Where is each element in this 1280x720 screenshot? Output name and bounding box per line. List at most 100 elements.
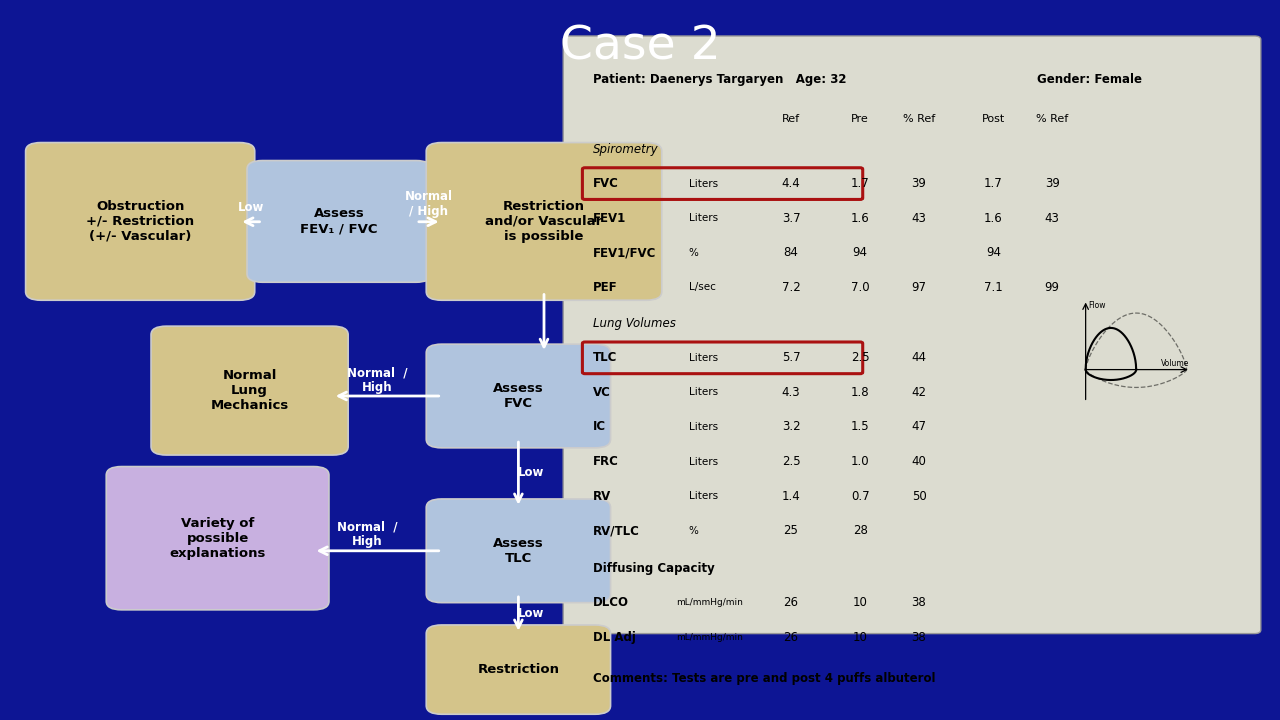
Text: 4.4: 4.4: [782, 177, 800, 190]
Text: Patient: Daenerys Targaryen   Age: 32: Patient: Daenerys Targaryen Age: 32: [593, 73, 846, 86]
Text: 39: 39: [911, 177, 927, 190]
Text: Restriction
and/or Vascular
is possible: Restriction and/or Vascular is possible: [485, 200, 603, 243]
Text: 38: 38: [911, 596, 927, 609]
Text: Liters: Liters: [689, 456, 718, 467]
Text: 47: 47: [911, 420, 927, 433]
Text: 94: 94: [986, 246, 1001, 259]
Text: 25: 25: [783, 524, 799, 537]
Text: 2.5: 2.5: [851, 351, 869, 364]
Text: Flow: Flow: [1089, 301, 1106, 310]
Text: IC: IC: [593, 420, 605, 433]
Text: DLCO: DLCO: [593, 596, 628, 609]
Text: 26: 26: [783, 631, 799, 644]
Text: 97: 97: [911, 281, 927, 294]
Text: Low: Low: [518, 607, 544, 620]
Text: Pre: Pre: [851, 114, 869, 124]
Text: 0.7: 0.7: [851, 490, 869, 503]
Text: Assess
FVC: Assess FVC: [493, 382, 544, 410]
Text: FEV1/FVC: FEV1/FVC: [593, 246, 657, 259]
FancyBboxPatch shape: [247, 161, 431, 282]
Text: 26: 26: [783, 596, 799, 609]
Text: Liters: Liters: [689, 422, 718, 432]
Text: 1.5: 1.5: [851, 420, 869, 433]
Text: 7.0: 7.0: [851, 281, 869, 294]
Text: 94: 94: [852, 246, 868, 259]
Text: 1.6: 1.6: [851, 212, 869, 225]
Text: 2.5: 2.5: [782, 455, 800, 468]
Text: RV: RV: [593, 490, 611, 503]
FancyBboxPatch shape: [426, 143, 662, 300]
FancyBboxPatch shape: [426, 344, 611, 448]
Text: Comments: Tests are pre and post 4 puffs albuterol: Comments: Tests are pre and post 4 puffs…: [593, 672, 936, 685]
Text: Variety of
possible
explanations: Variety of possible explanations: [169, 517, 266, 559]
Text: Case 2: Case 2: [559, 24, 721, 69]
Text: 3.7: 3.7: [782, 212, 800, 225]
Text: 40: 40: [911, 455, 927, 468]
Text: 1.0: 1.0: [851, 455, 869, 468]
Text: Diffusing Capacity: Diffusing Capacity: [593, 562, 714, 575]
Text: 1.7: 1.7: [984, 177, 1002, 190]
FancyBboxPatch shape: [151, 326, 348, 455]
Text: Normal  /
High: Normal / High: [337, 521, 398, 548]
Text: % Ref: % Ref: [902, 114, 936, 124]
Text: mL/mmHg/min: mL/mmHg/min: [676, 598, 742, 607]
Text: 99: 99: [1044, 281, 1060, 294]
Text: %: %: [689, 248, 699, 258]
Text: Liters: Liters: [689, 387, 718, 397]
Text: Gender: Female: Gender: Female: [1037, 73, 1142, 86]
Text: 10: 10: [852, 631, 868, 644]
Text: Liters: Liters: [689, 179, 718, 189]
Text: Obstruction
+/- Restriction
(+/- Vascular): Obstruction +/- Restriction (+/- Vascula…: [86, 200, 195, 243]
Text: Normal
/ High: Normal / High: [404, 191, 453, 218]
Text: mL/mmHg/min: mL/mmHg/min: [676, 633, 742, 642]
FancyBboxPatch shape: [26, 143, 255, 300]
Text: Ref: Ref: [782, 114, 800, 124]
Text: 84: 84: [783, 246, 799, 259]
Text: 42: 42: [911, 386, 927, 399]
Text: 7.2: 7.2: [782, 281, 800, 294]
Text: FEV1: FEV1: [593, 212, 626, 225]
Text: 3.2: 3.2: [782, 420, 800, 433]
Text: TLC: TLC: [593, 351, 617, 364]
Text: 1.8: 1.8: [851, 386, 869, 399]
Text: Post: Post: [982, 114, 1005, 124]
Text: Liters: Liters: [689, 353, 718, 363]
Text: FRC: FRC: [593, 455, 618, 468]
Text: 4.3: 4.3: [782, 386, 800, 399]
Text: Normal  /
High: Normal / High: [347, 366, 408, 394]
Text: % Ref: % Ref: [1036, 114, 1069, 124]
Text: Normal
Lung
Mechanics: Normal Lung Mechanics: [210, 369, 289, 412]
Text: 28: 28: [852, 524, 868, 537]
Text: 1.4: 1.4: [782, 490, 800, 503]
Text: 1.6: 1.6: [984, 212, 1002, 225]
Text: 38: 38: [911, 631, 927, 644]
Text: Assess
TLC: Assess TLC: [493, 537, 544, 564]
Text: 43: 43: [911, 212, 927, 225]
Text: 50: 50: [911, 490, 927, 503]
Text: 43: 43: [1044, 212, 1060, 225]
Text: %: %: [689, 526, 699, 536]
Text: 39: 39: [1044, 177, 1060, 190]
Text: 5.7: 5.7: [782, 351, 800, 364]
Text: Liters: Liters: [689, 213, 718, 223]
Text: FVC: FVC: [593, 177, 618, 190]
Text: Assess
FEV₁ / FVC: Assess FEV₁ / FVC: [301, 207, 378, 235]
Text: Liters: Liters: [689, 491, 718, 501]
Text: Restriction: Restriction: [477, 663, 559, 676]
Text: Spirometry: Spirometry: [593, 143, 658, 156]
Text: 44: 44: [911, 351, 927, 364]
Text: Volume: Volume: [1161, 359, 1189, 368]
Text: L/sec: L/sec: [689, 282, 716, 292]
Text: 7.1: 7.1: [984, 281, 1002, 294]
Text: 10: 10: [852, 596, 868, 609]
FancyBboxPatch shape: [106, 467, 329, 610]
FancyBboxPatch shape: [426, 625, 611, 714]
Text: DL Adj: DL Adj: [593, 631, 635, 644]
Text: PEF: PEF: [593, 281, 617, 294]
Text: 1.7: 1.7: [851, 177, 869, 190]
Text: VC: VC: [593, 386, 611, 399]
Text: Low: Low: [518, 466, 544, 479]
FancyBboxPatch shape: [426, 499, 611, 603]
FancyBboxPatch shape: [563, 36, 1261, 634]
Text: RV/TLC: RV/TLC: [593, 524, 640, 537]
